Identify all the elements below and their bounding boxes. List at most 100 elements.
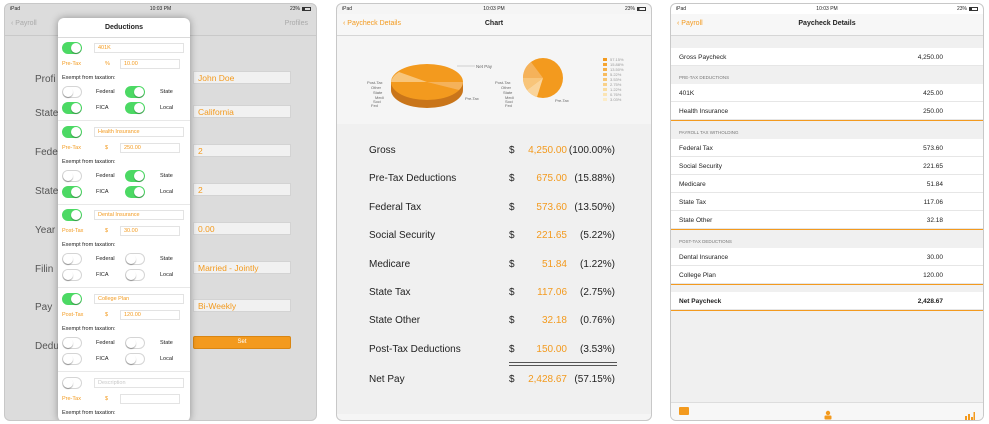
battery-icon xyxy=(969,6,978,11)
form-label: State xyxy=(35,186,59,197)
deduction-name-field[interactable]: College Plan xyxy=(94,294,184,304)
svg-text:15.88%: 15.88% xyxy=(610,62,624,67)
state-exempt-toggle[interactable] xyxy=(125,86,145,98)
summary-row: Pre-Tax Deductions $ 675.00 (15.88%) xyxy=(369,173,615,184)
state-label: State xyxy=(160,256,173,262)
form-label: Fede xyxy=(35,147,58,158)
local-exempt-toggle[interactable] xyxy=(125,186,145,198)
form-label: Profi xyxy=(35,74,56,85)
battery-indicator: 23% xyxy=(290,6,311,12)
federal-label: Federal xyxy=(96,173,115,179)
pie-charts: Net Pay Post-Tax Other State Medi Soci F… xyxy=(337,36,651,126)
deduction-unit[interactable]: $ xyxy=(105,145,109,151)
back-button[interactable]: ‹ Payroll xyxy=(677,20,703,27)
exempt-label: Exempt from taxation: xyxy=(62,410,116,416)
deduction-amount-field[interactable] xyxy=(120,394,180,404)
filing-status-field[interactable]: Married - Jointly xyxy=(193,261,291,274)
state-label: State xyxy=(160,89,173,95)
pie1-label: Soci xyxy=(373,99,381,104)
back-button[interactable]: ‹ Paycheck Details xyxy=(343,20,401,27)
profiles-button[interactable]: Profiles xyxy=(284,20,308,27)
fica-label: FICA xyxy=(96,272,109,278)
pay-period-field[interactable]: Bi-Weekly xyxy=(193,299,291,312)
deduction-amount-field[interactable]: 30.00 xyxy=(120,226,180,236)
deduction-amount-field[interactable]: 10.00 xyxy=(120,59,180,69)
federal-allowances-field[interactable]: 2 xyxy=(193,144,291,157)
deduction-enabled-toggle[interactable] xyxy=(62,377,82,389)
state-label: State xyxy=(160,340,173,346)
state-field[interactable]: California xyxy=(193,105,291,118)
federal-exempt-toggle[interactable] xyxy=(62,253,82,265)
deduction-enabled-toggle[interactable] xyxy=(62,42,82,54)
exempt-label: Exempt from taxation: xyxy=(62,326,116,332)
fica-exempt-toggle[interactable] xyxy=(62,102,82,114)
section-divider xyxy=(671,229,983,230)
battery-icon xyxy=(302,6,311,11)
svg-text:3.53%: 3.53% xyxy=(610,77,622,82)
local-exempt-toggle[interactable] xyxy=(125,353,145,365)
table-background xyxy=(671,311,983,404)
summary-row: Gross $ 4,250.00 (100.00%) xyxy=(369,145,615,156)
ipad-screen-details: iPad 10:03 PM 23% ‹ Payroll Paycheck Det… xyxy=(670,3,984,421)
back-button[interactable]: ‹ Payroll xyxy=(11,20,37,27)
deduction-unit[interactable]: $ xyxy=(105,396,109,402)
deduction-enabled-toggle[interactable] xyxy=(62,126,82,138)
deduction-amount-field[interactable]: 120.00 xyxy=(120,310,180,320)
deduction-name-field[interactable]: 401K xyxy=(94,43,184,53)
person-icon[interactable] xyxy=(823,407,833,420)
deduction-unit[interactable]: $ xyxy=(105,312,109,318)
exempt-label: Exempt from taxation: xyxy=(62,242,116,248)
pie-chart-main xyxy=(391,64,463,108)
pie1-label: Medi xyxy=(375,95,384,100)
deductions-popover: Deductions 401K Pre-Tax % 10.00 Exempt f… xyxy=(58,18,190,420)
local-label: Local xyxy=(160,189,174,195)
nav-bar: ‹ Paycheck Details Chart xyxy=(337,14,651,36)
state-exempt-toggle[interactable] xyxy=(125,337,145,349)
total-rule xyxy=(509,362,617,366)
deduction-unit[interactable]: % xyxy=(105,61,110,67)
summary-row-net: Net Pay $ 2,428.67 (57.15%) xyxy=(369,374,615,385)
detail-row: Social Security 221.65 xyxy=(671,157,983,175)
fica-exempt-toggle[interactable] xyxy=(62,269,82,281)
deduction-name-field[interactable]: Dental Insurance xyxy=(94,210,184,220)
deduction-enabled-toggle[interactable] xyxy=(62,293,82,305)
fica-exempt-toggle[interactable] xyxy=(62,186,82,198)
state-allowances-field[interactable]: 2 xyxy=(193,183,291,196)
gross-paycheck-row: Gross Paycheck 4,250.00 xyxy=(671,48,983,66)
wallet-icon[interactable] xyxy=(679,407,689,415)
federal-exempt-toggle[interactable] xyxy=(62,170,82,182)
deduction-type[interactable]: Post-Tax xyxy=(62,228,84,234)
deduction-type[interactable]: Pre-Tax xyxy=(62,396,81,402)
profile-name-field[interactable]: John Doe xyxy=(193,71,291,84)
svg-text:3.03%: 3.03% xyxy=(610,97,622,102)
form-row-pay: Pay Bi-Weekly xyxy=(5,299,316,315)
fica-label: FICA xyxy=(96,356,109,362)
deduction-type[interactable]: Pre-Tax xyxy=(62,61,81,67)
fica-exempt-toggle[interactable] xyxy=(62,353,82,365)
federal-exempt-toggle[interactable] xyxy=(62,86,82,98)
bar-chart-icon[interactable] xyxy=(965,407,975,420)
deduction-name-field[interactable]: Description xyxy=(94,378,184,388)
device-label: iPad xyxy=(676,6,687,12)
local-exempt-toggle[interactable] xyxy=(125,102,145,114)
deduction-name-field[interactable]: Health Insurance xyxy=(94,127,184,137)
device-label: iPad xyxy=(342,6,353,12)
detail-row: State Other 32.18 xyxy=(671,211,983,229)
deduction-item: Health Insurance Pre-Tax $ 250.00 Exempt… xyxy=(58,126,190,210)
federal-exempt-toggle[interactable] xyxy=(62,337,82,349)
summary-row: Medicare $ 51.84 (1.22%) xyxy=(369,259,615,270)
pie1-label: Net Pay xyxy=(476,64,493,69)
deduction-amount-field[interactable]: 250.00 xyxy=(120,143,180,153)
deduction-unit[interactable]: $ xyxy=(105,228,109,234)
status-time: 10:03 PM xyxy=(816,6,838,12)
device-label: iPad xyxy=(10,6,21,12)
deduction-type[interactable]: Post-Tax xyxy=(62,312,84,318)
set-button[interactable]: Set xyxy=(193,336,291,349)
state-exempt-toggle[interactable] xyxy=(125,253,145,265)
local-exempt-toggle[interactable] xyxy=(125,269,145,281)
form-row-federal: Fede 2 xyxy=(5,144,316,160)
deduction-enabled-toggle[interactable] xyxy=(62,209,82,221)
state-exempt-toggle[interactable] xyxy=(125,170,145,182)
year-to-date-field[interactable]: 0.00 xyxy=(193,222,291,235)
deduction-type[interactable]: Pre-Tax xyxy=(62,145,81,151)
